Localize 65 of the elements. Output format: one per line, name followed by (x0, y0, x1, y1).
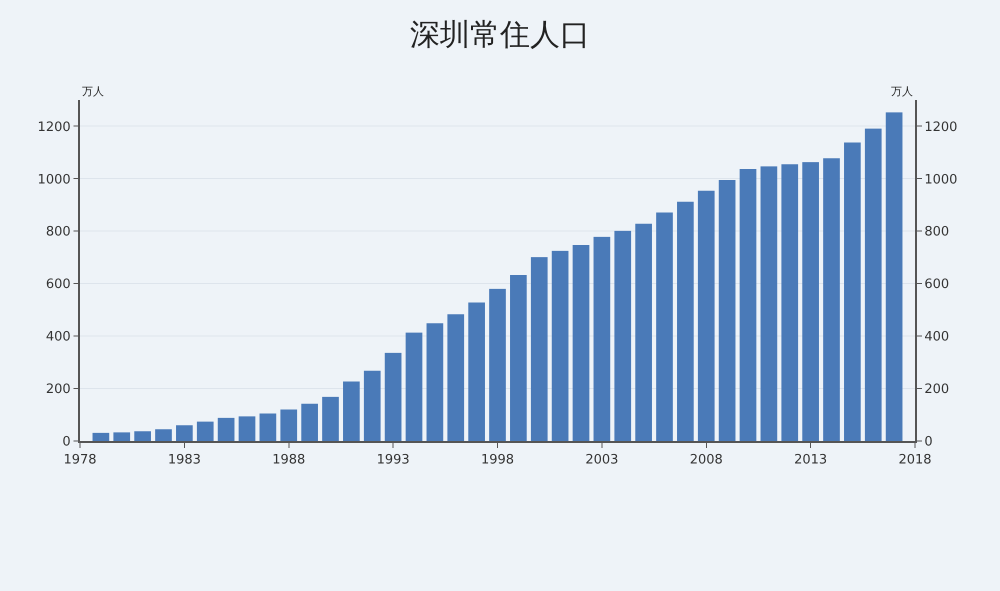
bar (635, 224, 652, 441)
bar (364, 370, 381, 441)
x-tick-label: 1978 (63, 452, 97, 468)
y-tick-label: 800 (46, 224, 71, 240)
bar (510, 274, 527, 441)
x-tick-label: 1983 (168, 452, 201, 468)
bar (614, 230, 632, 441)
bar (489, 288, 506, 441)
bar (134, 431, 151, 441)
bar (656, 212, 673, 441)
x-tick-label: 2013 (794, 452, 828, 468)
bar (823, 158, 840, 441)
y-tick-label: 600 (46, 277, 71, 292)
y-axis-title: 万人 (82, 85, 104, 98)
y2-tick-label: 600 (924, 277, 950, 292)
bar (594, 236, 610, 441)
bar (176, 425, 193, 441)
y-tick-label: 1000 (38, 172, 71, 188)
bar (280, 410, 298, 441)
bar (447, 314, 464, 441)
y2-tick-label: 0 (924, 434, 933, 450)
bar (760, 166, 778, 441)
bar (155, 429, 172, 441)
bar (406, 332, 422, 441)
bar (238, 416, 256, 441)
y2-tick-label: 800 (924, 224, 950, 240)
bar (572, 245, 590, 441)
x-tick-label: 2018 (898, 452, 932, 468)
y2-axis-title: 万人 (891, 85, 913, 98)
bar (343, 381, 360, 441)
bar (426, 323, 444, 441)
bar (301, 404, 318, 441)
y-tick-label: 200 (46, 382, 71, 398)
bar (92, 432, 110, 441)
x-tick-label: 1993 (376, 452, 410, 468)
bar (698, 190, 715, 441)
bar (552, 250, 568, 441)
bar (468, 302, 485, 441)
bar (886, 112, 902, 441)
y-tick-label: 400 (46, 330, 71, 345)
bar (718, 180, 736, 441)
y2-tick-label: 400 (924, 330, 950, 345)
bar (740, 168, 756, 441)
x-tick-label: 2008 (690, 452, 723, 468)
bar (864, 128, 882, 441)
y2-tick-label: 1000 (924, 172, 958, 188)
bar (844, 142, 861, 441)
y2-tick-label: 200 (924, 382, 950, 398)
bar (218, 418, 234, 441)
y-tick-label: 1200 (38, 120, 71, 135)
x-tick-label: 1998 (480, 452, 514, 468)
bar (802, 162, 819, 441)
bar (322, 396, 339, 441)
y-tick-label: 0 (62, 434, 71, 450)
bar (781, 164, 798, 441)
x-tick-label: 2003 (585, 452, 618, 468)
bar (113, 432, 130, 441)
y2-tick-label: 1200 (924, 120, 958, 135)
bar (384, 352, 402, 441)
chart-title: 深圳常住人口 (410, 18, 590, 53)
bar (677, 202, 694, 441)
bar (260, 413, 276, 441)
bar (530, 257, 548, 441)
x-tick-label: 1988 (272, 452, 306, 468)
bar (196, 422, 214, 441)
